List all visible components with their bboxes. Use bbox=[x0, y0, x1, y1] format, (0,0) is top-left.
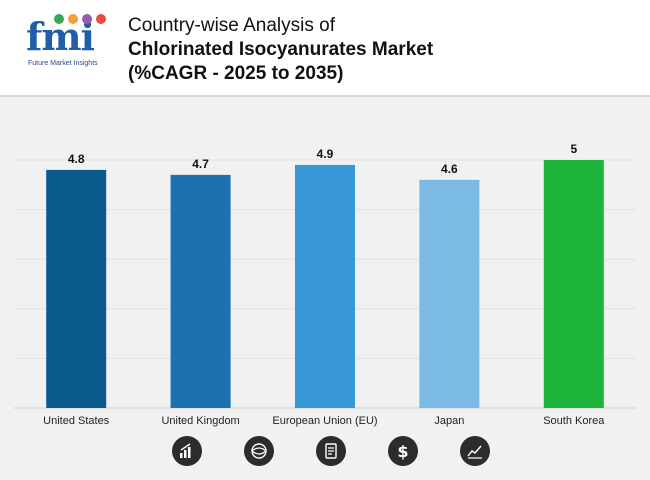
svg-text:$: $ bbox=[397, 442, 408, 460]
logo-dot-orange bbox=[68, 14, 78, 24]
bar-chart-icon bbox=[172, 436, 202, 466]
data-label: 4.9 bbox=[317, 147, 334, 161]
x-tick-label: European Union (EU) bbox=[272, 415, 377, 427]
x-tick-label: United States bbox=[43, 415, 110, 427]
bar-united-states bbox=[46, 169, 107, 408]
title-line-2: Chlorinated Isocyanurates Market bbox=[128, 39, 434, 60]
line-chart-icon bbox=[460, 436, 490, 466]
bar-european-union-eu bbox=[295, 164, 355, 408]
globe-icon bbox=[244, 436, 274, 466]
logo-subtitle: Future Market Insights bbox=[28, 60, 98, 67]
data-label: 5 bbox=[570, 142, 577, 156]
header-divider bbox=[0, 95, 650, 97]
data-label: 4.8 bbox=[68, 152, 85, 166]
bar-japan bbox=[419, 179, 480, 408]
bar-united-kingdom bbox=[170, 174, 231, 408]
title-line-3: (%CAGR - 2025 to 2035) bbox=[128, 63, 344, 84]
document-icon bbox=[316, 436, 346, 466]
logo-dot-green bbox=[54, 14, 64, 24]
dollar-icon: $ bbox=[388, 436, 418, 466]
fmi-logo: fmi Future Market Insights bbox=[20, 12, 120, 72]
data-label: 4.6 bbox=[441, 162, 458, 176]
data-label: 4.7 bbox=[192, 157, 209, 171]
bar-south-korea bbox=[543, 160, 604, 408]
x-tick-label: Japan bbox=[434, 415, 464, 427]
logo-dot-red bbox=[96, 14, 106, 24]
title-line-1: Country-wise Analysis of bbox=[128, 15, 335, 36]
icon-row: $ bbox=[0, 436, 650, 470]
logo-text: fmi bbox=[26, 14, 95, 59]
x-tick-label: United Kingdom bbox=[161, 415, 239, 427]
chart-title: Country-wise Analysis of Chlorinated Iso… bbox=[128, 14, 433, 86]
x-tick-label: South Korea bbox=[543, 415, 605, 427]
logo-dot-purple bbox=[82, 14, 92, 24]
